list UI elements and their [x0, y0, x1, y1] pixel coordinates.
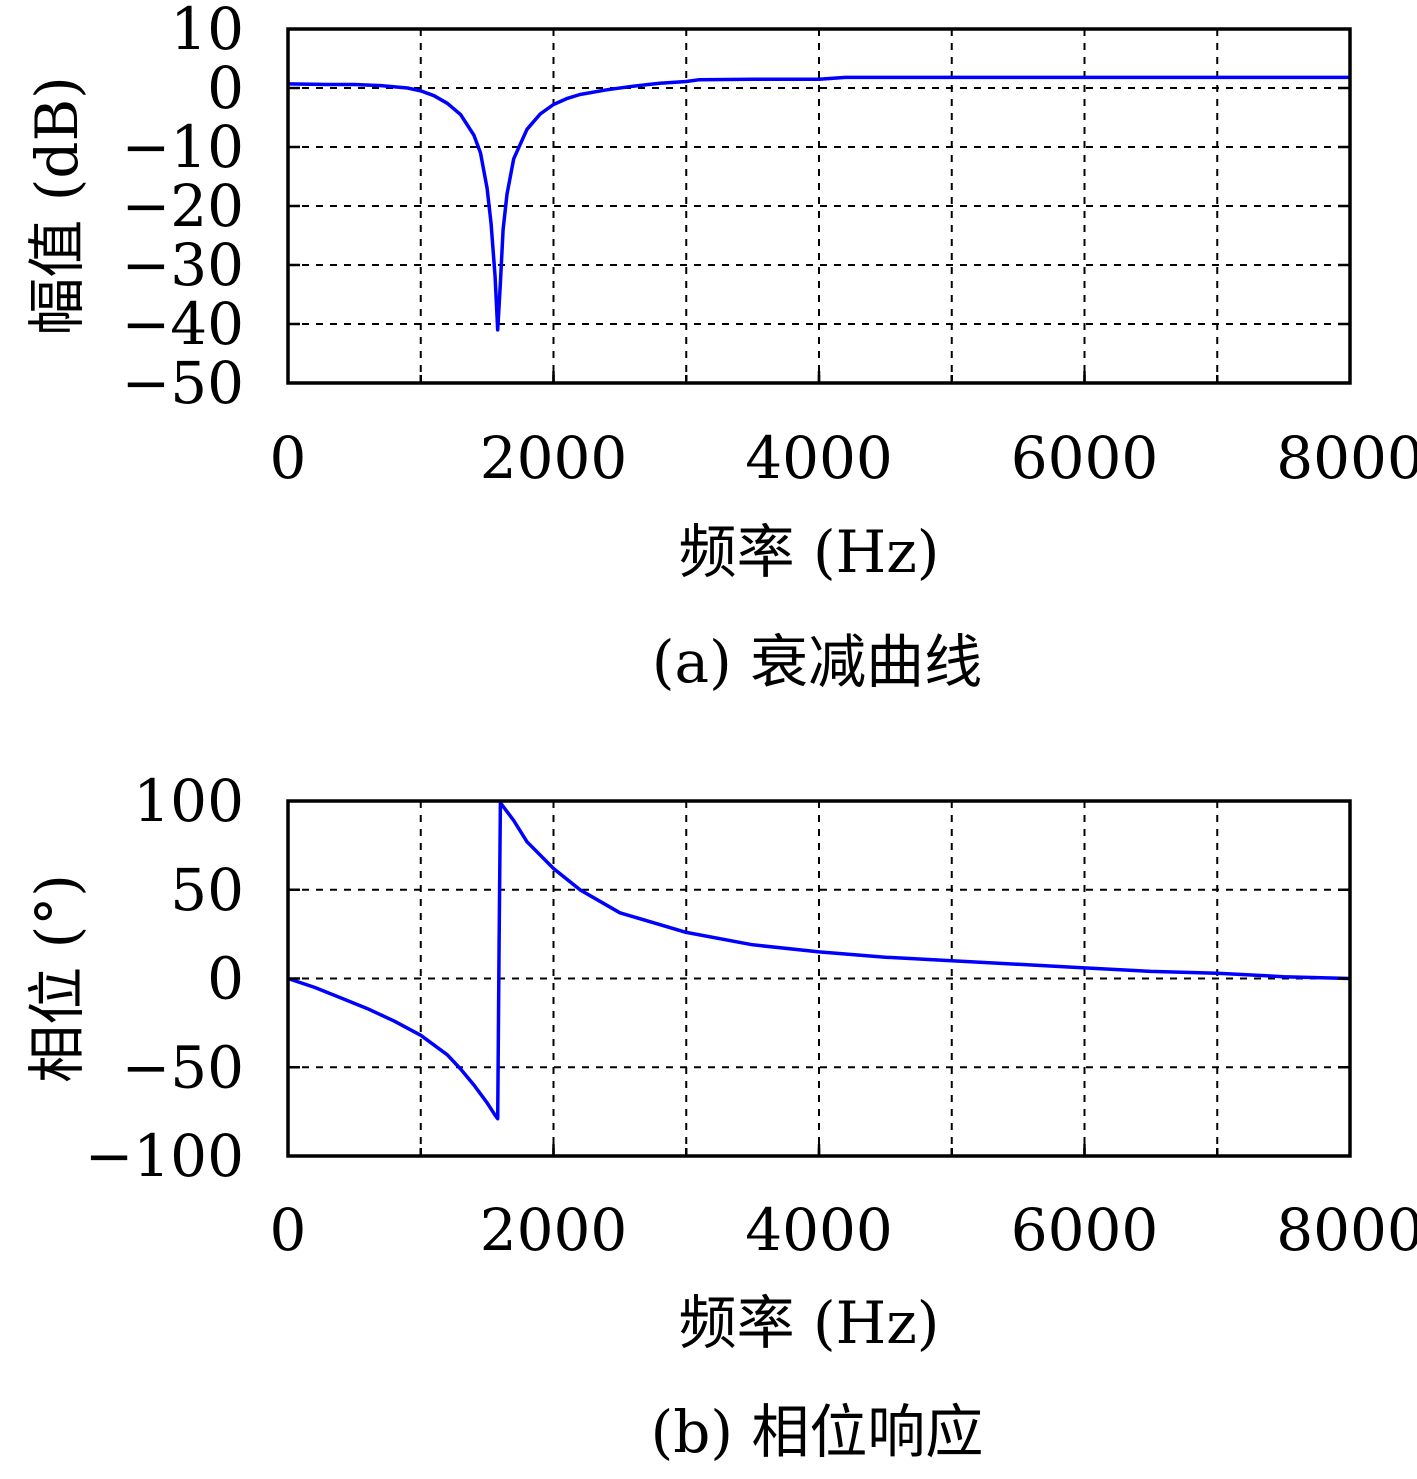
attenuation-curve: [287, 75, 1350, 332]
y-tick-label: 50: [170, 856, 244, 924]
x-tick-label: 4000: [745, 1196, 893, 1264]
y-tick-label: 10: [170, 0, 244, 63]
y-axis-label: 相位 (°): [23, 874, 91, 1083]
y-tick-label: −100: [85, 1122, 244, 1190]
x-tick-label: 6000: [1011, 424, 1159, 492]
subfigure-caption: (b) 相位响应: [651, 1398, 984, 1466]
y-tick-label: 0: [207, 945, 244, 1013]
y-tick-label: −50: [122, 349, 244, 417]
x-tick-label: 0: [270, 424, 307, 492]
phase-chart: 0 2000 4000 6000 8000 100 50 0 −50 −100 相位 (°) 频率…: [23, 767, 1417, 1466]
x-tick-label: 0: [270, 1196, 307, 1264]
x-tick-label: 8000: [1276, 424, 1417, 492]
y-tick-label: −20: [122, 172, 244, 240]
y-axis-label: 幅值 (dB): [23, 76, 91, 335]
x-tick-label: 6000: [1011, 1196, 1159, 1264]
x-tick-label: 8000: [1276, 1196, 1417, 1264]
x-tick-label: 4000: [745, 424, 893, 492]
y-tick-label: 100: [133, 767, 244, 835]
y-tick-label: −10: [122, 113, 244, 181]
y-tick-label: −50: [122, 1033, 244, 1101]
y-tick-label: −40: [122, 290, 244, 358]
x-axis-label: 频率 (Hz): [679, 1289, 940, 1357]
y-tick-label: 0: [207, 54, 244, 122]
subfigure-caption: (a) 衰减曲线: [652, 628, 982, 696]
x-tick-label: 2000: [480, 424, 628, 492]
x-tick-label: 2000: [480, 1196, 628, 1264]
x-axis-label: 频率 (Hz): [679, 518, 940, 586]
phase-curve: [287, 801, 1351, 1121]
y-tick-label: −30: [122, 231, 244, 299]
